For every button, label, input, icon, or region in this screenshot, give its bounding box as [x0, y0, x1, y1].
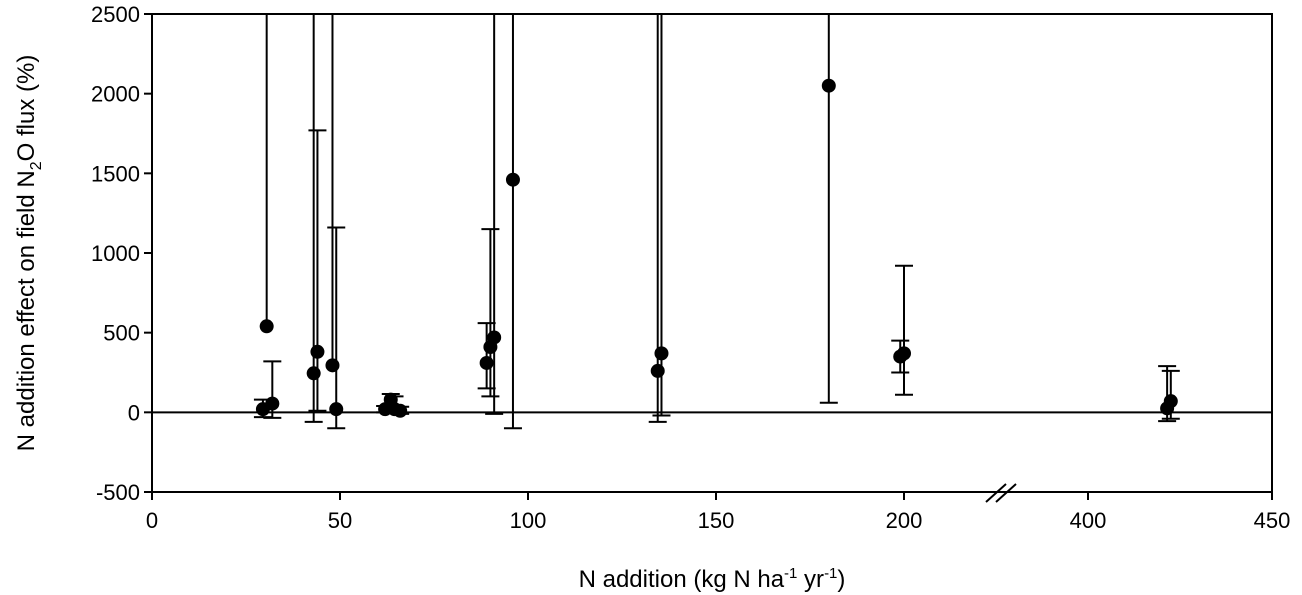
data-point — [654, 346, 669, 361]
y-axis: -500 0 500 1000 1500 2000 2500 — [91, 2, 152, 505]
y-tick-label: 1000 — [91, 241, 140, 266]
x-tick-label: 400 — [1070, 508, 1107, 533]
x-tick-label: 0 — [146, 508, 158, 533]
axis-break-marker — [985, 483, 1017, 503]
y-tick-label: 500 — [103, 321, 140, 346]
y-axis-title: N addition effect on field N2O flux (%) — [13, 55, 45, 452]
data-point — [650, 363, 665, 378]
x-tick-label: 450 — [1254, 508, 1291, 533]
data-point — [821, 78, 836, 93]
data-point — [487, 330, 502, 345]
x-tick-label: 200 — [886, 508, 923, 533]
x-axis: 0 50 100 150 200 400 450 — [146, 492, 1290, 533]
y-tick-label: 2000 — [91, 82, 140, 107]
x-axis-title: N addition (kg N ha-1 yr-1) — [579, 565, 846, 593]
data-point — [265, 396, 280, 411]
data-point — [325, 358, 340, 373]
data-point — [1163, 394, 1178, 409]
data-point — [505, 172, 520, 187]
plot-frame — [151, 13, 1273, 493]
x-tick-label: 100 — [510, 508, 547, 533]
data-points — [255, 78, 1178, 418]
data-point — [393, 403, 408, 418]
data-point — [479, 355, 494, 370]
y-tick-label: 1500 — [91, 161, 140, 186]
y-tick-label: 2500 — [91, 2, 140, 27]
data-point — [310, 344, 325, 359]
data-point — [897, 346, 911, 361]
data-point — [329, 402, 344, 417]
y-tick-label: 0 — [128, 400, 140, 425]
x-tick-label: 50 — [328, 508, 352, 533]
error-bars — [253, 14, 1180, 430]
x-tick-label: 150 — [698, 508, 735, 533]
data-point — [306, 366, 321, 381]
y-tick-label: -500 — [96, 480, 140, 505]
data-point — [259, 319, 274, 334]
